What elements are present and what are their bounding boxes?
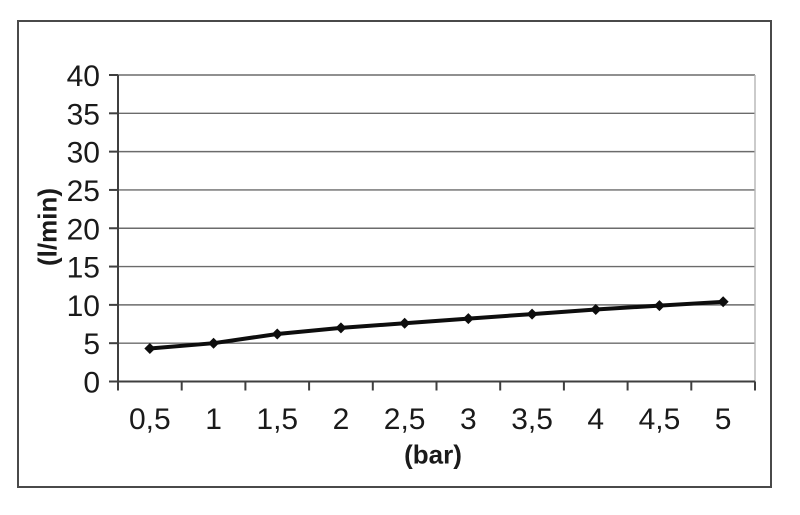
y-tick-label: 35	[67, 98, 100, 131]
data-point-marker	[462, 313, 474, 325]
data-point-marker	[144, 343, 156, 355]
y-tick-label: 30	[67, 137, 100, 170]
data-point-marker	[335, 322, 347, 334]
x-axis-title: (bar)	[404, 439, 462, 470]
y-tick-label: 40	[67, 60, 100, 93]
x-tick-label: 2,5	[384, 403, 426, 436]
y-axis-title: (l/min)	[32, 188, 63, 266]
data-point-marker	[717, 296, 729, 308]
data-point-marker	[653, 300, 665, 312]
x-tick-label: 1	[205, 403, 222, 436]
y-tick-label: 20	[67, 213, 100, 246]
y-tick-label: 10	[67, 290, 100, 323]
data-point-marker	[271, 328, 283, 340]
x-tick-label: 3	[460, 403, 477, 436]
x-tick-label: 4	[587, 403, 604, 436]
chart-frame	[17, 20, 772, 488]
data-point-marker	[399, 317, 411, 329]
data-point-marker	[526, 308, 538, 320]
y-tick-label: 25	[67, 175, 100, 208]
x-tick-label: 4,5	[639, 403, 681, 436]
y-tick-label: 15	[67, 252, 100, 285]
data-point-marker	[208, 337, 220, 349]
x-tick-label: 5	[715, 403, 732, 436]
x-tick-label: 2	[333, 403, 350, 436]
series-line	[149, 299, 724, 351]
x-tick-label: 1,5	[256, 403, 298, 436]
data-point-marker	[590, 303, 602, 315]
x-tick-label: 0,5	[129, 403, 171, 436]
x-tick-label: 3,5	[511, 403, 553, 436]
y-tick-label: 5	[83, 328, 100, 361]
y-tick-label: 0	[83, 367, 100, 400]
